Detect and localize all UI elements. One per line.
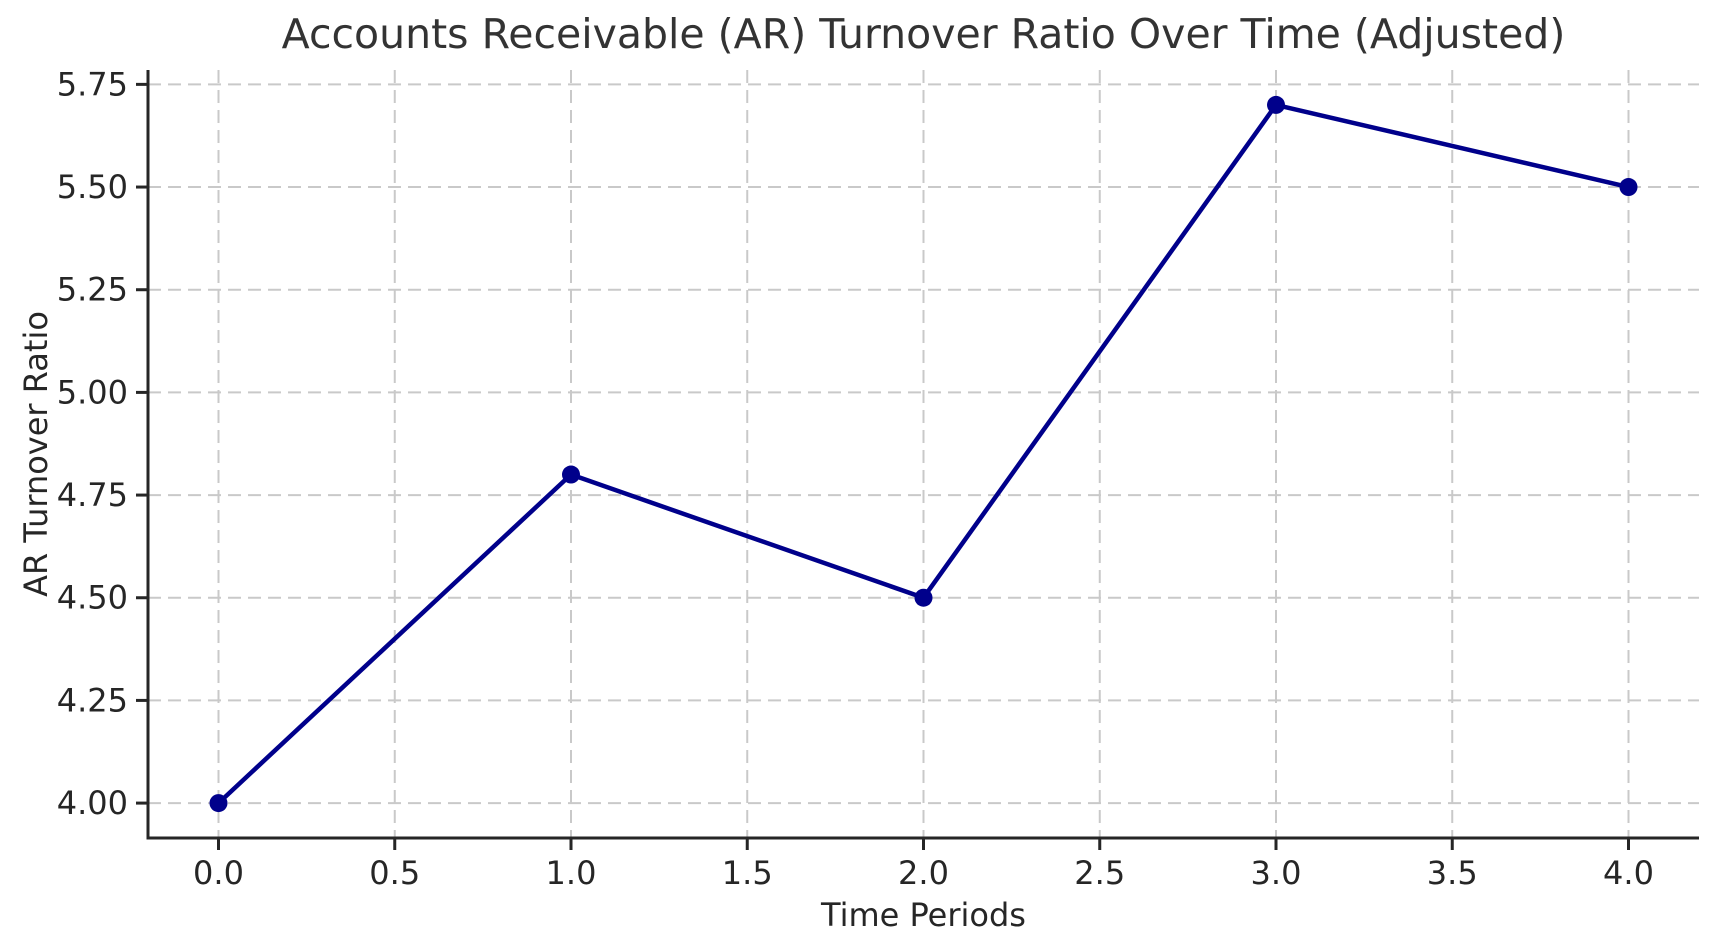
y-tick-label: 4.75 [57,476,128,514]
x-tick-label: 2.5 [1074,854,1125,892]
x-tick-label: 1.5 [722,854,773,892]
chart-title: Accounts Receivable (AR) Turnover Ratio … [281,10,1566,58]
y-tick-label: 5.00 [57,373,128,411]
x-tick-label: 4.0 [1603,854,1654,892]
y-tick-label: 4.25 [57,681,128,719]
x-tick-label: 2.0 [898,854,949,892]
x-tick-label: 0.5 [369,854,420,892]
y-tick-label: 4.50 [57,579,128,617]
y-tick-label: 4.00 [57,784,128,822]
x-tick-label: 3.5 [1427,854,1478,892]
y-tick-label: 5.75 [57,65,128,103]
data-point-marker [1619,178,1638,197]
x-axis-label: Time Periods [821,896,1026,934]
data-point-marker [914,588,933,607]
data-point-marker [209,794,228,813]
y-tick-label: 5.50 [57,168,128,206]
x-tick-label: 1.0 [546,854,597,892]
x-tick-label: 0.0 [193,854,244,892]
y-tick-label: 5.25 [57,271,128,309]
data-point-marker [562,465,580,484]
x-tick-label: 3.0 [1251,854,1302,892]
data-point-marker [1267,95,1285,114]
